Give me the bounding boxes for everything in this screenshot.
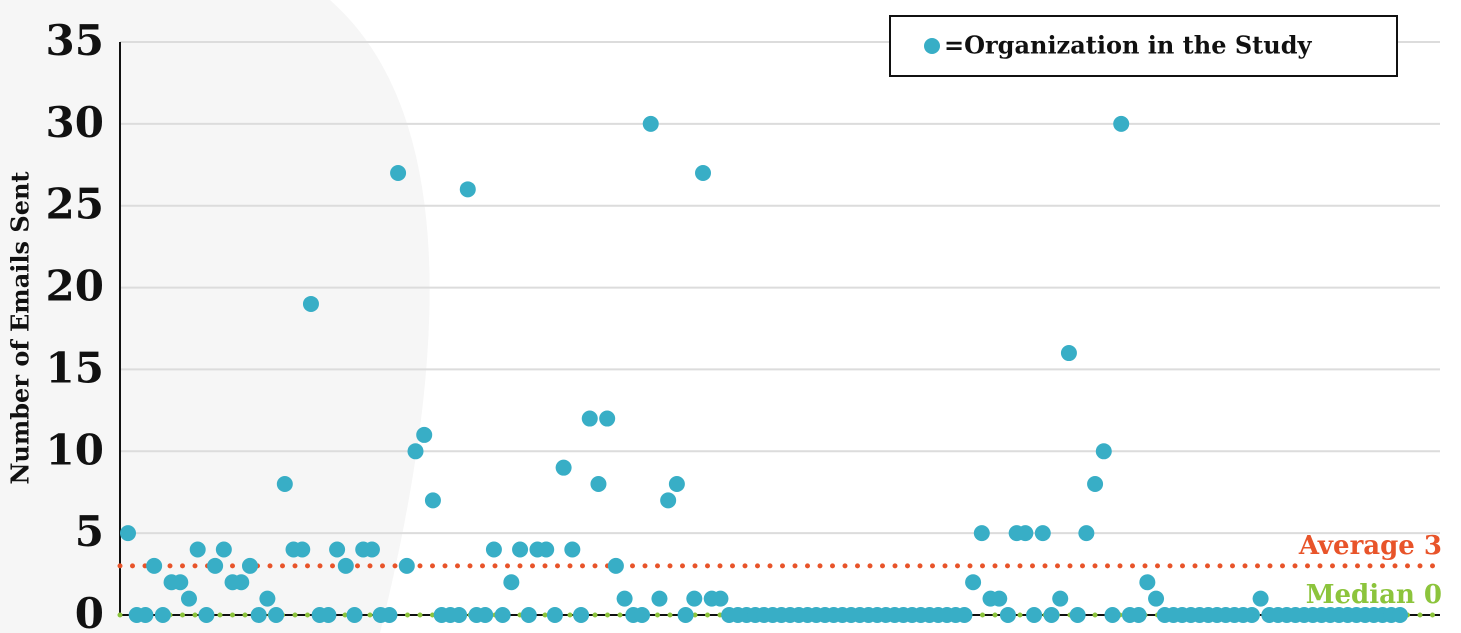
data-point	[512, 541, 529, 558]
data-point	[520, 607, 537, 623]
data-point	[494, 607, 511, 623]
data-point	[346, 607, 363, 623]
y-tick-label: 30	[46, 98, 104, 147]
data-point	[555, 459, 572, 476]
data-point	[233, 574, 250, 591]
data-point	[451, 607, 468, 623]
legend-box	[889, 15, 1398, 77]
data-point	[677, 607, 694, 623]
y-tick-label: 5	[75, 507, 104, 556]
reference-label: Average 3	[1298, 531, 1442, 561]
data-point	[407, 443, 424, 460]
data-point	[973, 525, 990, 542]
data-point	[590, 476, 607, 493]
background-shape	[0, 0, 430, 633]
data-point	[660, 492, 677, 509]
data-point	[1148, 590, 1165, 607]
y-axis-label: Number of Emails Sent	[6, 172, 35, 485]
data-point	[686, 590, 703, 607]
data-point	[294, 541, 311, 558]
y-tick-label: 35	[46, 16, 104, 65]
data-point	[180, 590, 197, 607]
data-point	[259, 590, 276, 607]
y-tick-label: 25	[46, 180, 104, 229]
data-point	[146, 557, 163, 574]
data-point	[581, 410, 598, 427]
data-point	[241, 557, 258, 574]
data-point	[695, 164, 712, 181]
y-tick-label: 15	[46, 343, 104, 392]
data-point	[329, 541, 346, 558]
data-point	[546, 607, 563, 623]
data-point	[1052, 590, 1069, 607]
data-point	[390, 164, 407, 181]
data-point	[215, 541, 232, 558]
data-point	[1069, 607, 1086, 623]
data-point	[991, 590, 1008, 607]
data-point	[250, 607, 267, 623]
y-tick-label: 10	[46, 425, 104, 474]
data-point	[137, 607, 154, 623]
data-point	[276, 476, 293, 493]
data-point	[207, 557, 224, 574]
data-point	[485, 541, 502, 558]
data-point	[1078, 525, 1095, 542]
reference-label: Median 0	[1306, 580, 1442, 610]
data-point	[1043, 607, 1060, 623]
data-point	[363, 541, 380, 558]
data-point	[1113, 115, 1130, 132]
data-point	[416, 426, 433, 443]
data-point	[712, 590, 729, 607]
data-point	[1104, 607, 1121, 623]
y-tick-label: 20	[46, 262, 104, 311]
data-point	[965, 574, 982, 591]
data-point	[424, 492, 441, 509]
data-point	[477, 607, 494, 623]
data-point	[1139, 574, 1156, 591]
data-point	[538, 541, 555, 558]
legend-marker	[924, 38, 940, 54]
data-point	[320, 607, 337, 623]
data-point	[651, 590, 668, 607]
data-point	[1060, 345, 1077, 362]
data-point	[337, 557, 354, 574]
data-point	[1034, 525, 1051, 542]
data-point	[1026, 607, 1043, 623]
data-point	[172, 574, 189, 591]
data-point	[1017, 525, 1034, 542]
data-point	[302, 295, 319, 312]
data-point	[503, 574, 520, 591]
data-point	[616, 590, 633, 607]
data-point	[999, 607, 1016, 623]
data-point	[668, 476, 685, 493]
data-point	[381, 607, 398, 623]
data-point	[634, 607, 651, 623]
data-point	[1087, 476, 1104, 493]
data-point	[154, 607, 171, 623]
data-point	[607, 557, 624, 574]
data-point	[564, 541, 581, 558]
data-point	[1252, 590, 1269, 607]
data-point	[198, 607, 215, 623]
data-point	[189, 541, 206, 558]
data-point	[1130, 607, 1147, 623]
data-point	[459, 181, 476, 198]
legend-label: =Organization in the Study	[944, 31, 1312, 60]
data-point	[599, 410, 616, 427]
data-point	[642, 115, 659, 132]
data-point	[573, 607, 590, 623]
data-point	[1243, 607, 1260, 623]
data-point	[268, 607, 285, 623]
data-point	[1392, 607, 1408, 623]
data-point	[120, 525, 136, 542]
y-tick-label: 0	[75, 589, 104, 633]
data-point	[398, 557, 415, 574]
data-point	[1095, 443, 1112, 460]
data-point	[956, 607, 973, 623]
